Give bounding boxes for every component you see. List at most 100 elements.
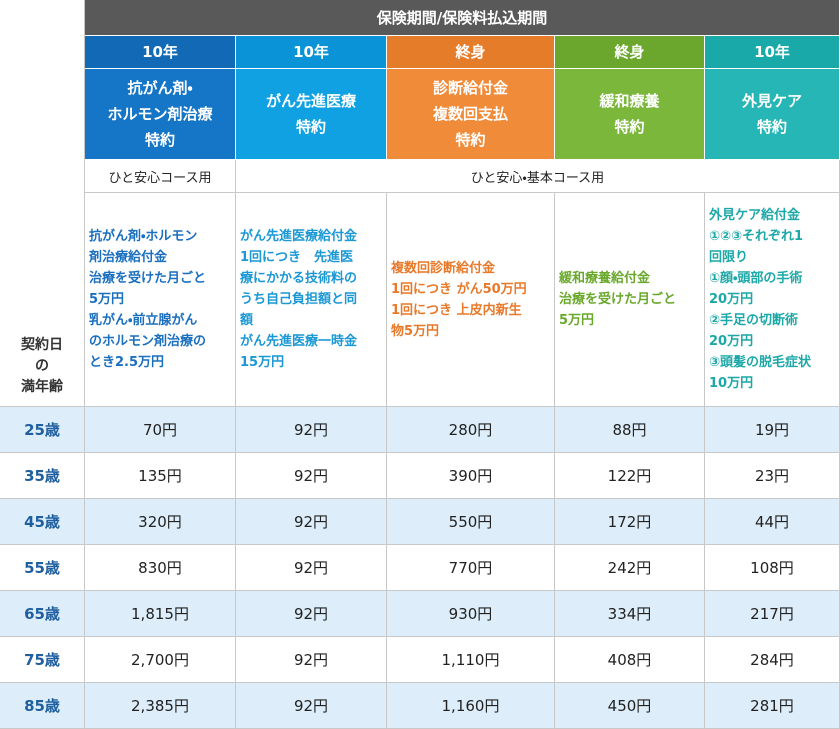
premium-cell: 172円 [555, 499, 705, 545]
description-line: 抗がん剤・ホルモン [89, 229, 198, 244]
term-cell: 10年 [85, 36, 236, 69]
premium: 1,160円 [441, 697, 500, 715]
period-header: 保険期間/保険料払込期間 [85, 0, 840, 36]
premium-cell: 280円 [387, 407, 555, 453]
age-cell: 55歳 [0, 545, 85, 591]
premium: 830円 [138, 559, 182, 577]
premium-cell: 19円 [705, 407, 840, 453]
age-cell: 35歳 [0, 453, 85, 499]
premium: 92円 [293, 421, 329, 439]
premium: 1,815円 [131, 605, 189, 623]
premium: 23円 [754, 467, 790, 485]
age-header: 契約日の満年齢 [0, 0, 85, 407]
premium: 92円 [293, 605, 329, 623]
rider-name-line: 特約 [144, 131, 175, 149]
description-line: 15万円 [240, 355, 285, 370]
premium-cell: 1,110円 [387, 637, 555, 683]
description-line: 外見ケア給付金 [709, 208, 801, 223]
premium-cell: 390円 [387, 453, 555, 499]
premium-cell: 930円 [387, 591, 555, 637]
rider-name-line: 抗がん剤・ [127, 79, 193, 97]
age-label-line: の [35, 358, 49, 374]
description-cell: 複数回診断給付金 1回につき がん50万円 1回につき 上皮内新生 物5万円 [387, 193, 555, 407]
premium: 70円 [142, 421, 178, 439]
age: 35歳 [24, 467, 60, 485]
rider-name-line: 特約 [455, 131, 486, 149]
term-cell: 終身 [555, 36, 705, 69]
rider-name-line: 特約 [295, 118, 326, 136]
premium: 135円 [138, 467, 182, 485]
age-cell: 25歳 [0, 407, 85, 453]
age-label-line: 満年齢 [21, 379, 63, 395]
description-cell: がん先進医療給付金 1回につき 先進医 療にかかる技術料の うち自己負担額と同額がん先… [236, 193, 387, 407]
premium-cell: 1,815円 [85, 591, 236, 637]
premium-cell: 830円 [85, 545, 236, 591]
premium-cell: 1,160円 [387, 683, 555, 729]
description-line: ①②③それぞれ1 [709, 229, 804, 244]
premium: 284円 [750, 651, 794, 669]
description-line: 5万円 [89, 292, 125, 307]
premium-cell: 281円 [705, 683, 840, 729]
premium-cell: 242円 [555, 545, 705, 591]
rider-name-cell: 緩和療養 特約 [555, 69, 705, 160]
premium-cell: 217円 [705, 591, 840, 637]
premium: 930円 [448, 605, 493, 623]
premium: 122円 [607, 467, 652, 485]
premium-cell: 92円 [236, 683, 387, 729]
period-label: 保険期間/保険料払込期間 [376, 8, 548, 27]
term-cell: 10年 [705, 36, 840, 69]
premium-cell: 108円 [705, 545, 840, 591]
premium: 44円 [754, 513, 790, 531]
age: 45歳 [24, 513, 60, 531]
description-line: 療にかかる技術料の [240, 271, 358, 286]
rider-name-cell: がん先進医療 特約 [236, 69, 387, 160]
rider-name-cell: 抗がん剤・ ホルモン剤治療 特約 [85, 69, 236, 160]
rider-name-line: 外見ケア [741, 92, 802, 110]
premium: 92円 [293, 697, 329, 715]
description-cell: 抗がん剤・ホルモン 剤治療給付金 治療を受けた月ごと 5万円 乳がん・前立腺がん のホルモ… [85, 193, 236, 407]
rider-name-cell: 外見ケア 特約 [705, 69, 840, 160]
premium: 2,700円 [131, 651, 189, 669]
premium-cell: 88円 [555, 407, 705, 453]
premium-cell: 334円 [555, 591, 705, 637]
premium: 770円 [448, 559, 493, 577]
rider-name-line: がん先進医療 [265, 92, 356, 110]
age-cell: 75歳 [0, 637, 85, 683]
description-line: 治療を受けた月ごと [89, 271, 207, 286]
course-label: ひと安心コース用 [108, 170, 212, 186]
premium-cell: 44円 [705, 499, 840, 545]
term: 10年 [142, 43, 178, 61]
premium: 242円 [607, 559, 652, 577]
rider-name-line: 緩和療養 [599, 92, 660, 110]
age: 55歳 [24, 559, 60, 577]
description-cell: 外見ケア給付金 ①②③それぞれ1 回限り ①顔・頭部の手術 20万円 ②手足の切断術 20万… [705, 193, 840, 407]
premium-cell: 122円 [555, 453, 705, 499]
age-label-line: 契約日 [21, 337, 63, 353]
premium-cell: 2,700円 [85, 637, 236, 683]
premium: 19円 [754, 421, 790, 439]
description-line: 1回につき がん50万円 [391, 281, 527, 297]
description-line: とき2.5万円 [89, 355, 165, 370]
description-line: 回限り [709, 250, 749, 265]
term-cell: 10年 [236, 36, 387, 69]
premium-cell: 92円 [236, 453, 387, 499]
premium-cell: 92円 [236, 637, 387, 683]
premium-cell: 92円 [236, 499, 387, 545]
premium-cell: 23円 [705, 453, 840, 499]
premium: 334円 [607, 605, 652, 623]
premium-cell: 450円 [555, 683, 705, 729]
description-line: 10万円 [709, 376, 754, 391]
premium: 92円 [293, 559, 329, 577]
term-cell: 終身 [387, 36, 555, 69]
age: 85歳 [24, 697, 60, 715]
age-cell: 85歳 [0, 683, 85, 729]
description-line: 治療を受けた月ごと [559, 292, 677, 307]
description-line: がん先進医療給付金 [240, 229, 358, 244]
term: 終身 [455, 43, 486, 61]
description-line: 20万円 [709, 334, 754, 349]
premium: 320円 [138, 513, 182, 531]
premium: 1,110円 [441, 651, 500, 669]
premium: 281円 [750, 697, 794, 715]
rider-name-line: 診断給付金 [432, 79, 508, 97]
